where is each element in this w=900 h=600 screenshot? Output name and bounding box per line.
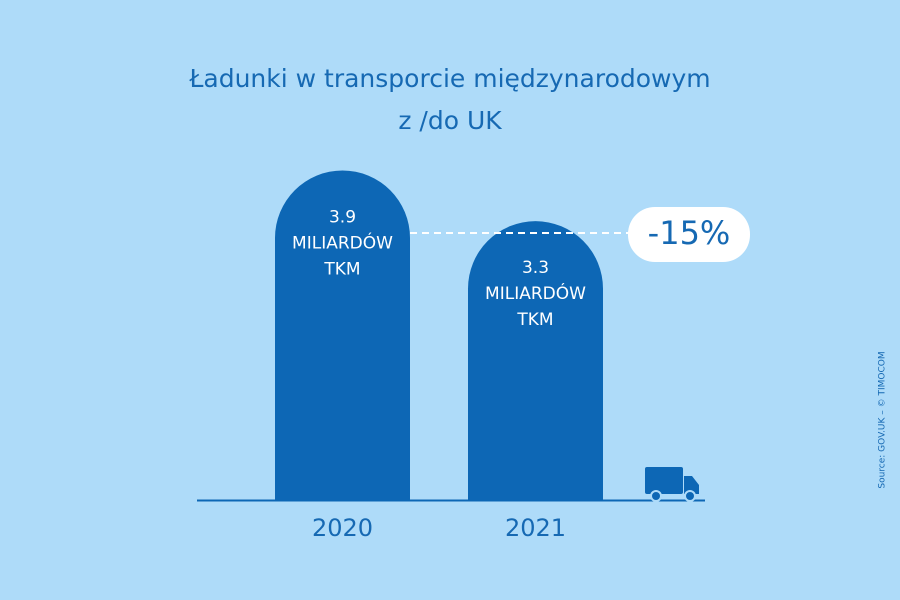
- value-label: 3.3: [522, 258, 549, 278]
- value-unit: TKM: [516, 310, 553, 330]
- value-label: 3.9: [329, 207, 356, 227]
- truck-icon: [645, 467, 699, 502]
- value-unit: MILIARDÓW: [292, 231, 393, 253]
- value-unit: TKM: [323, 259, 360, 279]
- annotation: -15%: [648, 214, 731, 252]
- x-tick-label: 2021: [505, 514, 566, 542]
- bar: [275, 170, 410, 500]
- chart-title: z /do UK: [398, 106, 502, 135]
- badge: [628, 207, 750, 262]
- bar: [468, 221, 603, 500]
- x-tick-label: 2020: [312, 514, 373, 542]
- source: Source: GOV.UK – © TIMOCOM: [878, 351, 888, 488]
- chart-title: Ładunki w transporcie międzynarodowym: [188, 64, 710, 93]
- value-unit: MILIARDÓW: [485, 282, 586, 304]
